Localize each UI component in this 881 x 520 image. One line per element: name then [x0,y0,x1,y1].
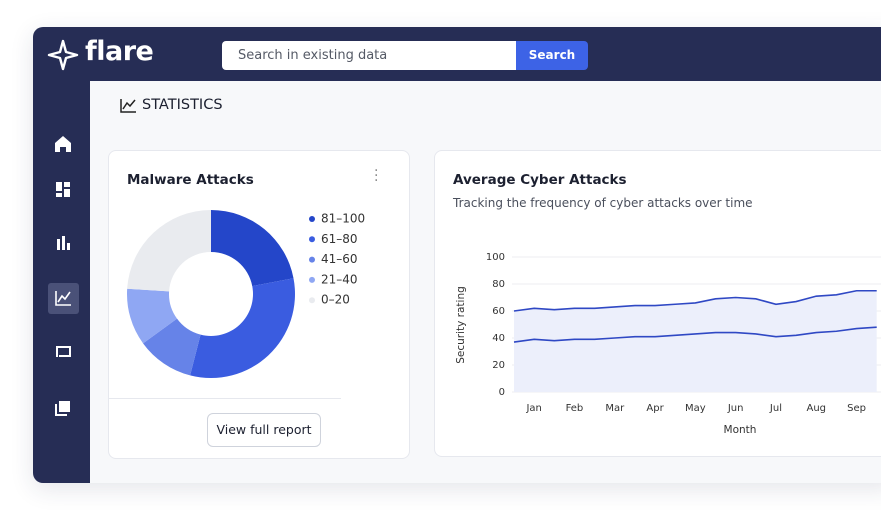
stats-icon[interactable] [57,236,70,250]
library-icon[interactable] [55,401,70,416]
logo: flare [85,36,154,67]
page-title: STATISTICS [142,97,223,113]
search-button[interactable]: Search [516,41,588,70]
report-button[interactable]: View full report [207,413,321,447]
chart-icon [55,291,71,306]
sidebar-icons [48,136,79,416]
cyber-card: Average Cyber Attacks Tracking the frequ… [434,150,881,457]
top-bar: flare Search in existing data Search [33,27,881,81]
search-placeholder: Search in existing data [238,48,388,63]
menu-button[interactable]: · · · [374,163,379,189]
logo-icon [47,39,79,71]
card-title: Average Cyber Attacks [453,172,627,188]
home-icon[interactable] [55,136,71,152]
app-shell: flare Search in existing data Search STA… [33,27,881,483]
flag-icon[interactable] [56,346,71,357]
card-title: Malware Attacks [127,172,254,188]
search-input[interactable]: Search in existing data [222,41,516,70]
malware-card: Malware Attacks · · · View full report [108,150,410,459]
title-icon [120,99,136,113]
sidebar [33,81,90,483]
card-subtitle: Tracking the frequency of cyber attacks … [453,196,753,210]
dashboard-icon[interactable] [56,182,70,197]
divider [109,398,341,399]
